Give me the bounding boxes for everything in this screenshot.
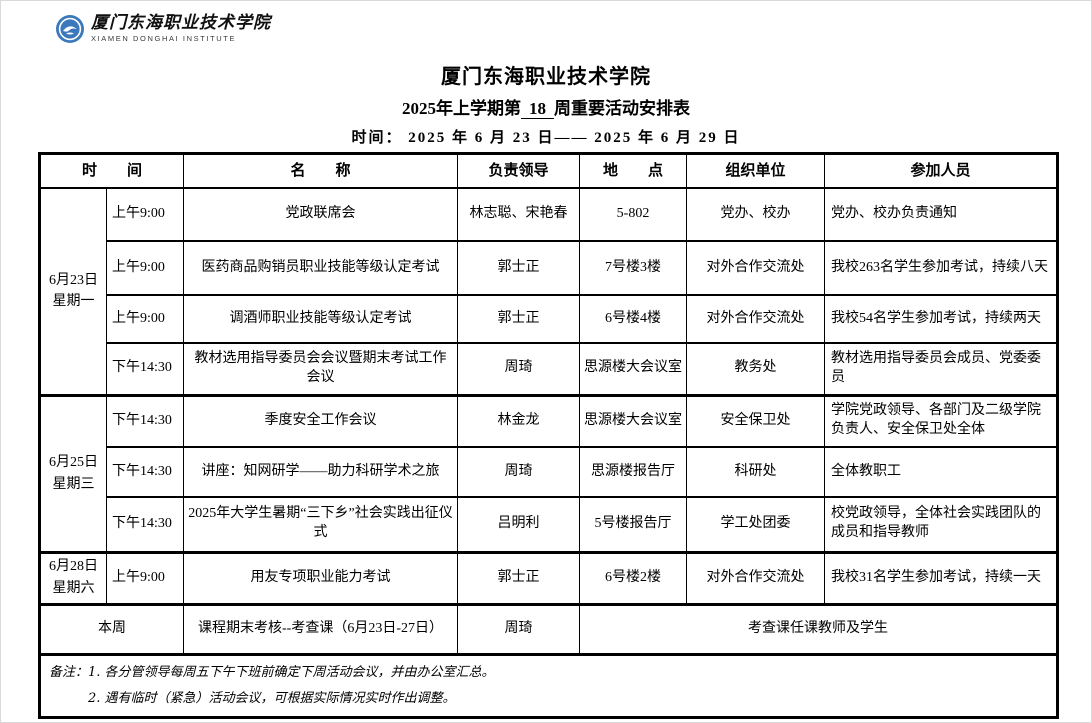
date-range-line: 时间： 2025 年 6 月 23 日—— 2025 年 6 月 29 日 [351,130,741,146]
participants-cell: 教材选用指导委员会成员、党委委员 [824,342,1059,396]
time-cell: 下午14:30 [105,393,185,448]
header-leader: 负责领导 [457,152,581,189]
location-cell: 5号楼报告厅 [579,496,688,553]
notes-cell: 备注：1. 各分管领导每周五下午下班前确定下周活动会议，并由办公室汇总。 2. … [38,652,1059,718]
school-logo-cn-text: 厦门东海职业技术学院 [91,13,271,34]
table-row: 下午14:30 教材选用指导委员会会议暨期末考试工作会议 周琦 思源楼大会议室 教务处教… [40,342,1059,396]
table-row: 上午9:00 医药商品购销员职业技能等级认定考试 郭士正 7号楼3楼 对外合作交流处 我校… [40,240,1059,296]
activity-name-cell: 课程期末考核--考查课（6月23日-27日） [183,602,459,655]
leader-cell: 周琦 [457,342,581,396]
page-title: 厦门东海职业技术学院 [441,66,651,88]
table-row: 上午9:00 调酒师职业技能等级认定考试 郭士正 6号楼4楼 对外合作交流处 我校54名学… [40,294,1059,344]
org-cell: 对外合作交流处 [686,240,826,296]
leader-cell: 吕明利 [457,496,581,553]
table-row: 6月25日 星期三 下午14:30 季度安全工作会议 林金龙 思源楼大会议室 安全保卫处 学院… [39,393,1059,553]
leader-cell: 周琦 [457,446,581,498]
activity-name-cell: 讲座：知网研学——助力科研学术之旅 [183,446,459,498]
activity-name-cell: 2025年大学生暑期“三下乡”社会实践出征仪式 [183,496,459,553]
activity-name-cell: 调酒师职业技能等级认定考试 [183,294,459,344]
time-cell: 上午9:00 [105,187,185,242]
table-header-row: 时 间 名 称 负责领导 地 点 组织单位 参加人员 [38,152,1059,189]
leader-cell: 郭士正 [457,550,581,605]
org-cell: 科研处 [686,446,826,498]
header-org: 组织单位 [686,152,826,189]
activity-name-cell: 医药商品购销员职业技能等级认定考试 [183,240,459,296]
leader-cell: 林志聪、宋艳春 [457,187,581,242]
leader-cell: 郭士正 [457,294,581,344]
table-row: 6月23日 星期一 上午9:00 党政联席会 林志聪、宋艳春 5-802 党办、校办 党办、校… [39,187,1059,396]
page-subtitle: 2025年上学期第 18 周重要活动安排表 [0,94,1092,119]
subtitle-prefix: 2025年上学期第 [402,99,521,118]
school-logo: 厦门东海职业技术学院 XIAMEN DONGHAI INSTITUTE [55,14,271,44]
activity-name-cell: 用友专项职业能力考试 [183,550,459,605]
participants-cell: 我校263名学生参加考试，持续八天 [824,240,1059,296]
header-time: 时 间 [38,152,185,189]
participants-cell: 学院党政领导、各部门及二级学院负责人、安全保卫处全体 [824,393,1059,448]
activity-name-cell: 季度安全工作会议 [183,393,459,448]
weekly-schedule-table: 时 间 名 称 负责领导 地 点 组织单位 参加人员 6月23日 星期一 上午9:0… [38,152,1060,719]
org-cell: 教务处 [686,342,826,396]
leader-cell: 周琦 [457,602,581,655]
subtitle-suffix: 周重要活动安排表 [554,99,690,118]
participants-cell: 党办、校办负责通知 [824,187,1059,242]
org-cell: 安全保卫处 [686,393,826,448]
location-cell: 6号楼2楼 [579,550,688,605]
time-cell: 下午14:30 [105,496,185,553]
participants-cell: 我校31名学生参加考试，持续一天 [824,550,1059,605]
location-cell: 思源楼大会议室 [579,342,688,396]
date-cell: 6月23日 星期一 [39,187,107,396]
time-cell: 上午9:00 [105,550,185,605]
header-participants: 参加人员 [824,152,1059,189]
participants-cell: 我校54名学生参加考试，持续两天 [824,294,1059,344]
table-row: 下午14:30 讲座：知网研学——助力科研学术之旅 周琦 思源楼报告厅 科研处 全体教职工 [40,446,1059,498]
table-row: 备注：1. 各分管领导每周五下午下班前确定下周活动会议，并由办公室汇总。 2. … [38,652,1059,718]
org-cell: 党办、校办 [686,187,826,242]
table-row: 本周 课程期末考核--考查课（6月23日-27日） 周琦 考查课任课教师及学生 [38,602,1059,655]
location-cell: 思源楼报告厅 [579,446,688,498]
activity-name-cell: 教材选用指导委员会会议暨期末考试工作会议 [183,342,459,396]
schedule-table-body: 6月23日 星期一 上午9:00 党政联席会 林志聪、宋艳春 5-802 党办、校办 党办、校… [38,187,1059,718]
table-row: 6月28日 星期六 上午9:00 用友专项职业能力考试 郭士正 6号楼2楼 对外合作交流处我… [39,550,1059,605]
participants-cell: 校党政领导，全体社会实践团队的成员和指导教师 [824,496,1059,553]
time-cell: 下午14:30 [105,446,185,498]
time-cell: 下午14:30 [105,342,185,396]
leader-cell: 郭士正 [457,240,581,296]
header-location: 地 点 [579,152,688,189]
week-cell: 本周 [38,602,185,655]
location-cell: 7号楼3楼 [579,240,688,296]
org-cell: 对外合作交流处 [686,550,826,605]
school-logo-en-text: XIAMEN DONGHAI INSTITUTE [91,34,237,44]
school-emblem-icon [56,15,84,43]
time-cell: 上午9:00 [105,240,185,296]
org-cell: 对外合作交流处 [686,294,826,344]
participants-cell: 全体教职工 [824,446,1059,498]
time-cell: 上午9:00 [105,294,185,344]
date-cell: 6月28日 星期六 [39,550,107,605]
date-cell: 6月25日 星期三 [39,393,107,553]
location-cell: 5-802 [579,187,688,242]
location-cell: 6号楼4楼 [579,294,688,344]
header-name: 名 称 [183,152,459,189]
activity-name-cell: 党政联席会 [183,187,459,242]
participants-cell: 考查课任课教师及学生 [579,602,1059,655]
week-number: 18 [521,99,554,119]
leader-cell: 林金龙 [457,393,581,448]
org-cell: 学工处团委 [686,496,826,553]
location-cell: 思源楼大会议室 [579,393,688,448]
table-row: 下午14:30 2025年大学生暑期“三下乡”社会实践出征仪式 吕明利 5号楼报告厅学… [40,496,1059,553]
